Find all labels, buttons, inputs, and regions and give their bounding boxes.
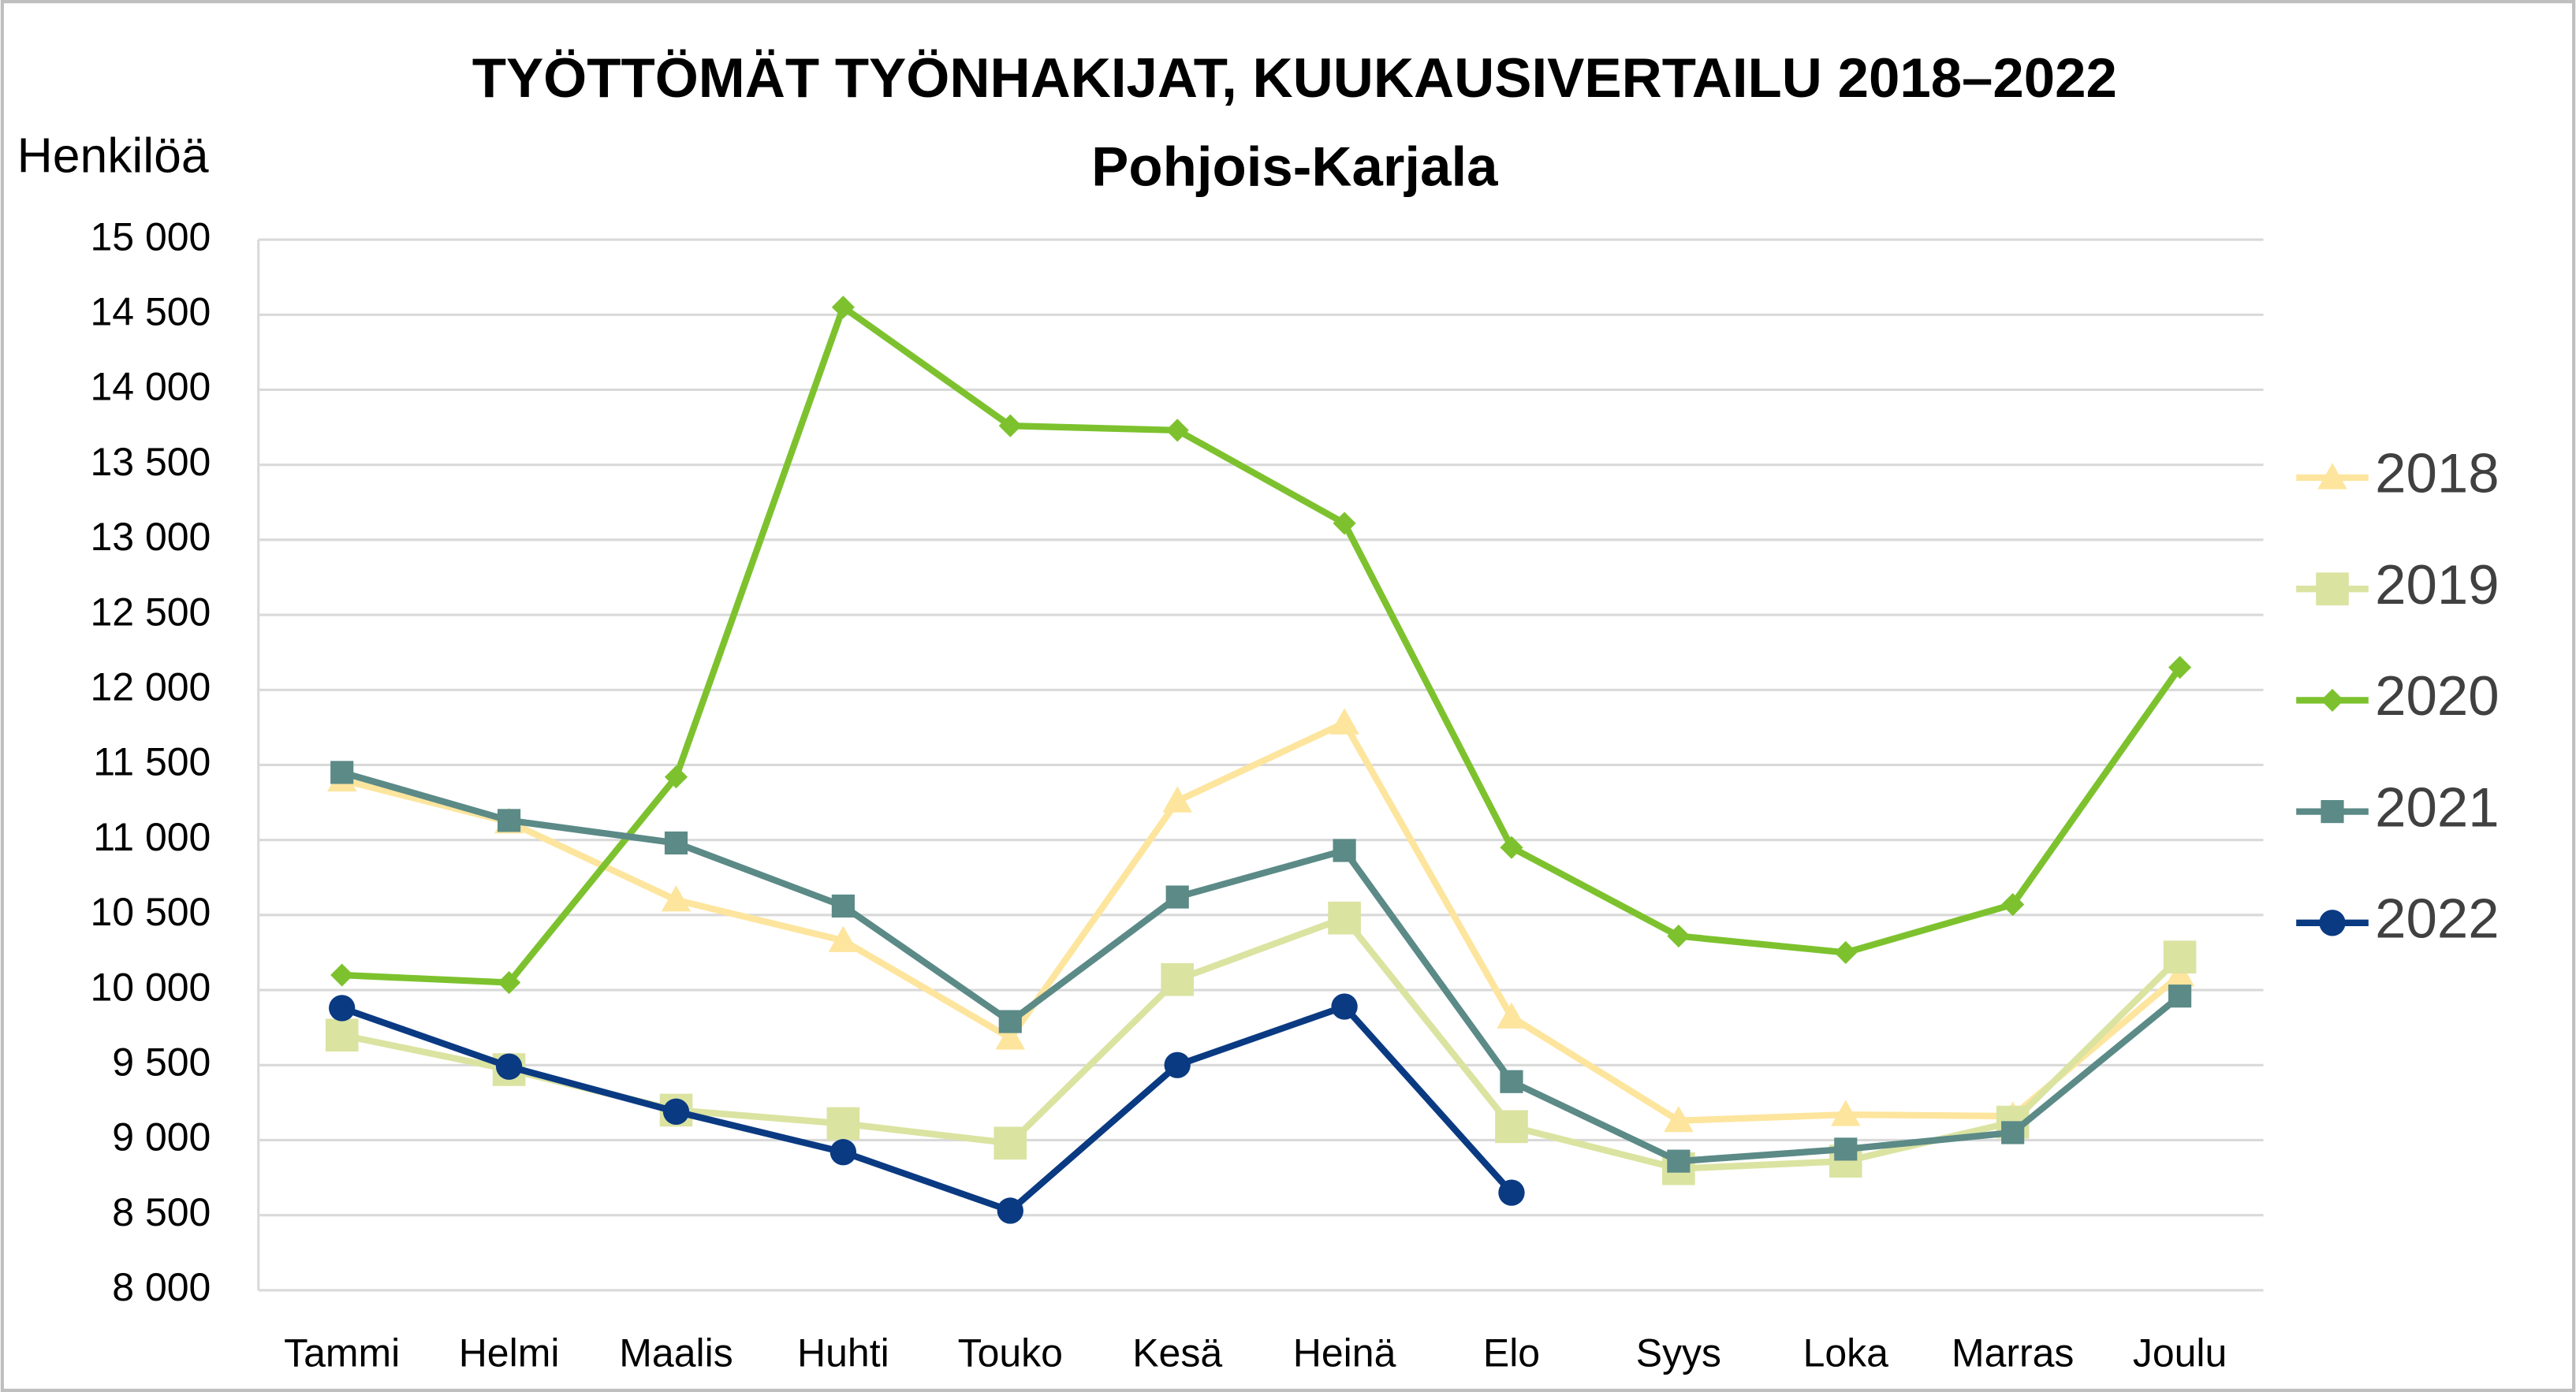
series-line [341,719,2183,1124]
marker [1328,901,1361,935]
marker [1329,708,1359,735]
y-axis-label: Henkilöä [17,128,209,184]
x-tick-label: Huhti [797,1331,889,1375]
y-tick-label: 10 000 [91,965,211,1009]
y-tick-label: 10 500 [91,890,211,934]
marker [1331,993,1358,1020]
y-tick-label: 8 000 [112,1265,211,1309]
marker [1500,1070,1523,1093]
marker [498,809,521,832]
marker [829,1139,857,1166]
marker [998,414,1022,437]
y-tick-label: 13 500 [91,440,211,484]
marker [2001,892,2025,917]
y-tick-label: 12 500 [91,590,211,634]
marker [997,1197,1023,1224]
x-tick-label: Loka [1803,1331,1889,1375]
marker [1165,885,1189,909]
x-tick-label: Touko [958,1331,1063,1375]
marker [1834,1137,1858,1161]
y-tick-label: 8 500 [112,1190,211,1234]
marker [826,1107,860,1141]
marker [2317,463,2347,489]
series [330,296,2192,995]
legend-label: 2022 [2375,888,2500,951]
marker [1164,1051,1191,1078]
marker [662,1098,690,1125]
marker [1497,1002,1527,1029]
marker [1500,836,1523,859]
marker [1161,962,1195,996]
y-tick-label: 12 000 [91,664,211,709]
marker [664,831,688,855]
marker [828,925,859,952]
y-tick-label: 11 000 [93,815,211,859]
series [329,993,1525,1224]
marker [993,1126,1027,1160]
series [326,708,2195,1133]
legend-label: 2019 [2375,554,2500,616]
marker [998,1010,1022,1033]
x-tick-label: Helmi [459,1331,560,1375]
marker [325,1018,359,1052]
marker [1333,512,1356,535]
series-line [341,1003,1515,1215]
x-tick-label: Heinä [1293,1331,1396,1375]
legend-label: 2018 [2375,443,2500,505]
legend-label: 2020 [2375,665,2500,728]
marker [995,1023,1026,1050]
y-tick-label: 9 500 [112,1040,211,1084]
y-tick-label: 13 000 [91,515,211,559]
series-line [341,303,2183,986]
y-tick-label: 9 000 [112,1115,211,1159]
y-tick-label: 15 000 [91,214,211,259]
marker [1667,1149,1691,1173]
x-tick-label: Marras [1952,1331,2074,1375]
chart-title: TYÖTTÖMÄT TYÖNHAKIJAT, KUUKAUSIVERTAILU … [472,47,2117,110]
x-tick-label: Kesä [1132,1331,1222,1375]
marker [831,894,855,918]
series-line [341,769,2183,1165]
y-tick-label: 14 000 [91,365,211,409]
marker [330,761,354,784]
y-tick-label: 11 500 [93,740,211,784]
x-tick-label: Elo [1483,1331,1540,1375]
marker [661,885,692,912]
chart-subtitle: Pohjois-Karjala [1091,136,1498,198]
marker [2319,910,2346,936]
marker [1664,1105,1694,1133]
marker [495,1053,523,1080]
marker [2168,984,2192,1008]
marker [2163,940,2197,974]
marker [2316,572,2349,606]
marker [329,995,356,1022]
marker [1333,839,1356,862]
x-tick-label: Joulu [2133,1331,2227,1375]
x-tick-label: Syys [1636,1331,1721,1375]
marker [1831,1100,1861,1126]
marker [2321,800,2344,824]
marker [1834,940,1858,965]
x-tick-label: Tammi [284,1331,400,1375]
marker [1498,1179,1525,1206]
series [330,761,2192,1173]
legend-label: 2021 [2375,776,2500,839]
y-tick-label: 14 500 [91,289,211,333]
marker [1162,786,1192,813]
x-tick-label: Maalis [619,1331,733,1375]
marker [1495,1110,1528,1144]
marker [2001,1121,2025,1144]
